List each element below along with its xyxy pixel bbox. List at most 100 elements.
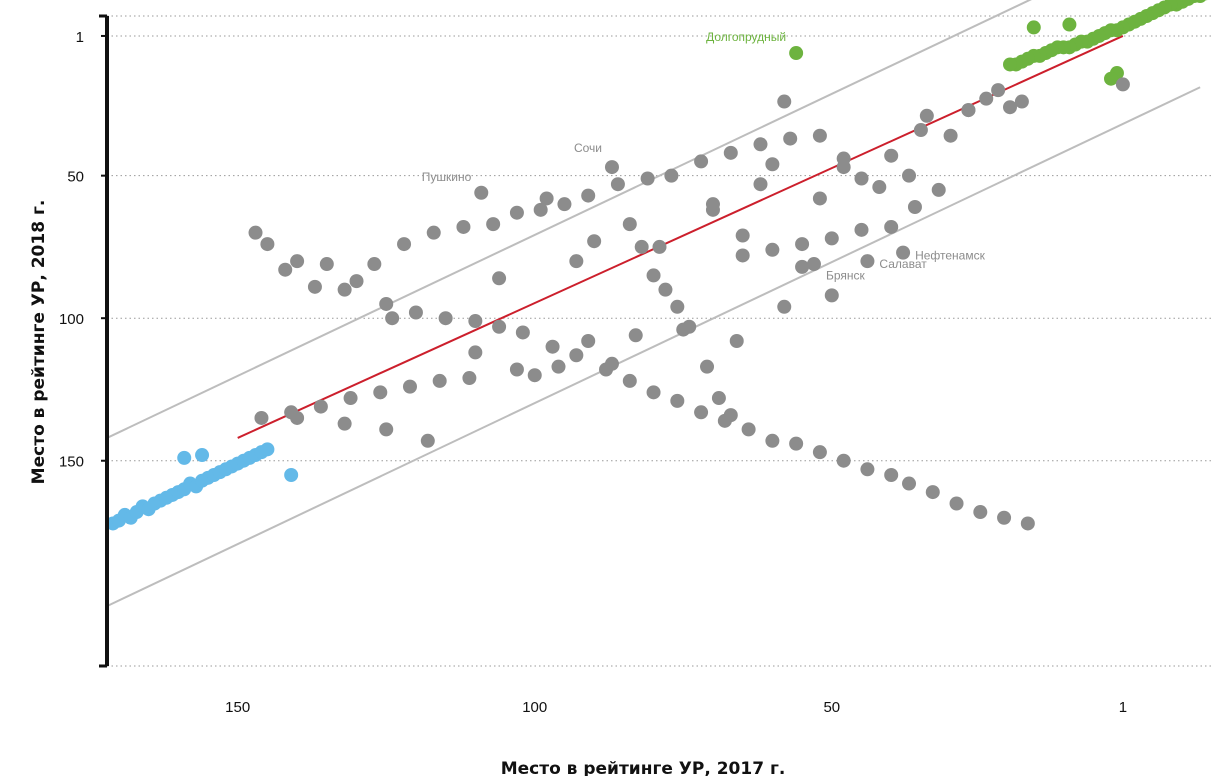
data-point-middle [896, 245, 911, 260]
point-annotation: Долгопрудный [706, 30, 786, 44]
y-tick-label: 150 [59, 454, 84, 471]
data-point-middle [284, 405, 299, 420]
data-point-middle [604, 160, 619, 175]
data-point-middle [646, 268, 661, 283]
data-point-middle [290, 254, 305, 269]
data-point-middle [539, 191, 554, 206]
data-point-middle [907, 200, 922, 215]
data-point-middle [254, 410, 269, 425]
data-point-middle [931, 182, 946, 197]
data-point-middle [735, 248, 750, 263]
data-point-middle [854, 222, 869, 237]
data-point-middle [509, 205, 524, 220]
data-point-middle [1115, 77, 1130, 92]
data-point-middle [587, 234, 602, 249]
data-point-middle [397, 237, 412, 252]
band-lines [106, 0, 1201, 608]
data-point-middle [925, 485, 940, 500]
data-point-middle [795, 237, 810, 252]
data-point-middle [943, 128, 958, 143]
data-point-middle [694, 154, 709, 169]
data-point-middle [700, 359, 715, 374]
data-point-middle [979, 91, 994, 106]
trend-line-segment [237, 35, 1124, 439]
data-point-middle [872, 180, 887, 195]
data-point-middle [860, 254, 875, 269]
data-point-middle [408, 305, 423, 320]
y-tick-label: 1 [76, 29, 84, 46]
data-point-middle [670, 393, 685, 408]
data-point-middle [379, 296, 394, 311]
data-point-middle [884, 219, 899, 234]
axes [99, 14, 109, 668]
data-point-middle [379, 422, 394, 437]
band-line [106, 86, 1201, 608]
data-point-middle [949, 496, 964, 511]
data-point-top [1026, 20, 1041, 35]
data-point-middle [420, 433, 435, 448]
data-point-middle [652, 239, 667, 254]
data-point-middle [836, 160, 851, 175]
point-annotation: Сочи [574, 141, 602, 155]
data-point-bottom [284, 467, 299, 482]
trend-line [237, 35, 1124, 439]
data-point-middle [961, 103, 976, 118]
data-point-middle [765, 433, 780, 448]
data-point-middle [307, 279, 322, 294]
data-point-middle [402, 379, 417, 394]
data-point-middle [492, 319, 507, 334]
x-tick-label: 1 [1119, 699, 1127, 716]
data-point-middle [622, 373, 637, 388]
data-point-middle [634, 239, 649, 254]
data-point-middle [902, 476, 917, 491]
data-point-middle [717, 413, 732, 428]
data-point-middle [515, 325, 530, 340]
data-point-top [789, 46, 804, 61]
data-point-bottom [177, 450, 192, 465]
data-point-top [1062, 17, 1077, 32]
grid-lines [107, 15, 1212, 667]
data-point-middle [729, 334, 744, 348]
point-annotation: Нефтенамск [915, 248, 986, 262]
data-point-middle [812, 128, 827, 143]
data-point-middle [854, 171, 869, 186]
data-point-middle [1014, 94, 1029, 109]
data-point-middle [777, 94, 792, 109]
data-point-middle [884, 467, 899, 482]
data-point-middle [806, 257, 821, 272]
data-point-middle [533, 202, 548, 217]
data-point-middle [646, 385, 661, 400]
data-point-middle [711, 391, 726, 406]
data-point-middle [349, 274, 364, 289]
data-point-middle [973, 505, 988, 520]
data-point-middle [557, 197, 572, 212]
data-point-middle [795, 259, 810, 274]
data-point-middle [492, 271, 507, 286]
data-point-middle [581, 334, 596, 348]
data-points [105, 0, 1208, 531]
data-point-middle [474, 185, 489, 200]
data-point-middle [628, 328, 643, 343]
data-point-middle [913, 123, 928, 138]
data-point-middle [705, 197, 720, 212]
data-point-middle [486, 217, 501, 232]
y-axis-title: Место в рейтинге УР, 2018 г. [29, 200, 49, 485]
data-point-middle [278, 262, 293, 277]
data-point-top [1104, 71, 1119, 86]
data-point-middle [426, 225, 441, 240]
data-point-middle [545, 339, 560, 354]
data-point-middle [432, 373, 447, 388]
data-point-middle [337, 416, 352, 431]
data-point-middle [248, 225, 263, 240]
y-tick-label: 50 [67, 169, 84, 186]
data-point-middle [789, 436, 804, 451]
data-point-middle [812, 191, 827, 206]
data-point-middle [337, 282, 352, 297]
data-point-middle [658, 282, 673, 297]
data-point-middle [824, 231, 839, 246]
data-point-middle [509, 362, 524, 377]
data-point-middle [860, 462, 875, 477]
data-point-middle [753, 137, 768, 152]
data-point-middle [385, 311, 400, 326]
